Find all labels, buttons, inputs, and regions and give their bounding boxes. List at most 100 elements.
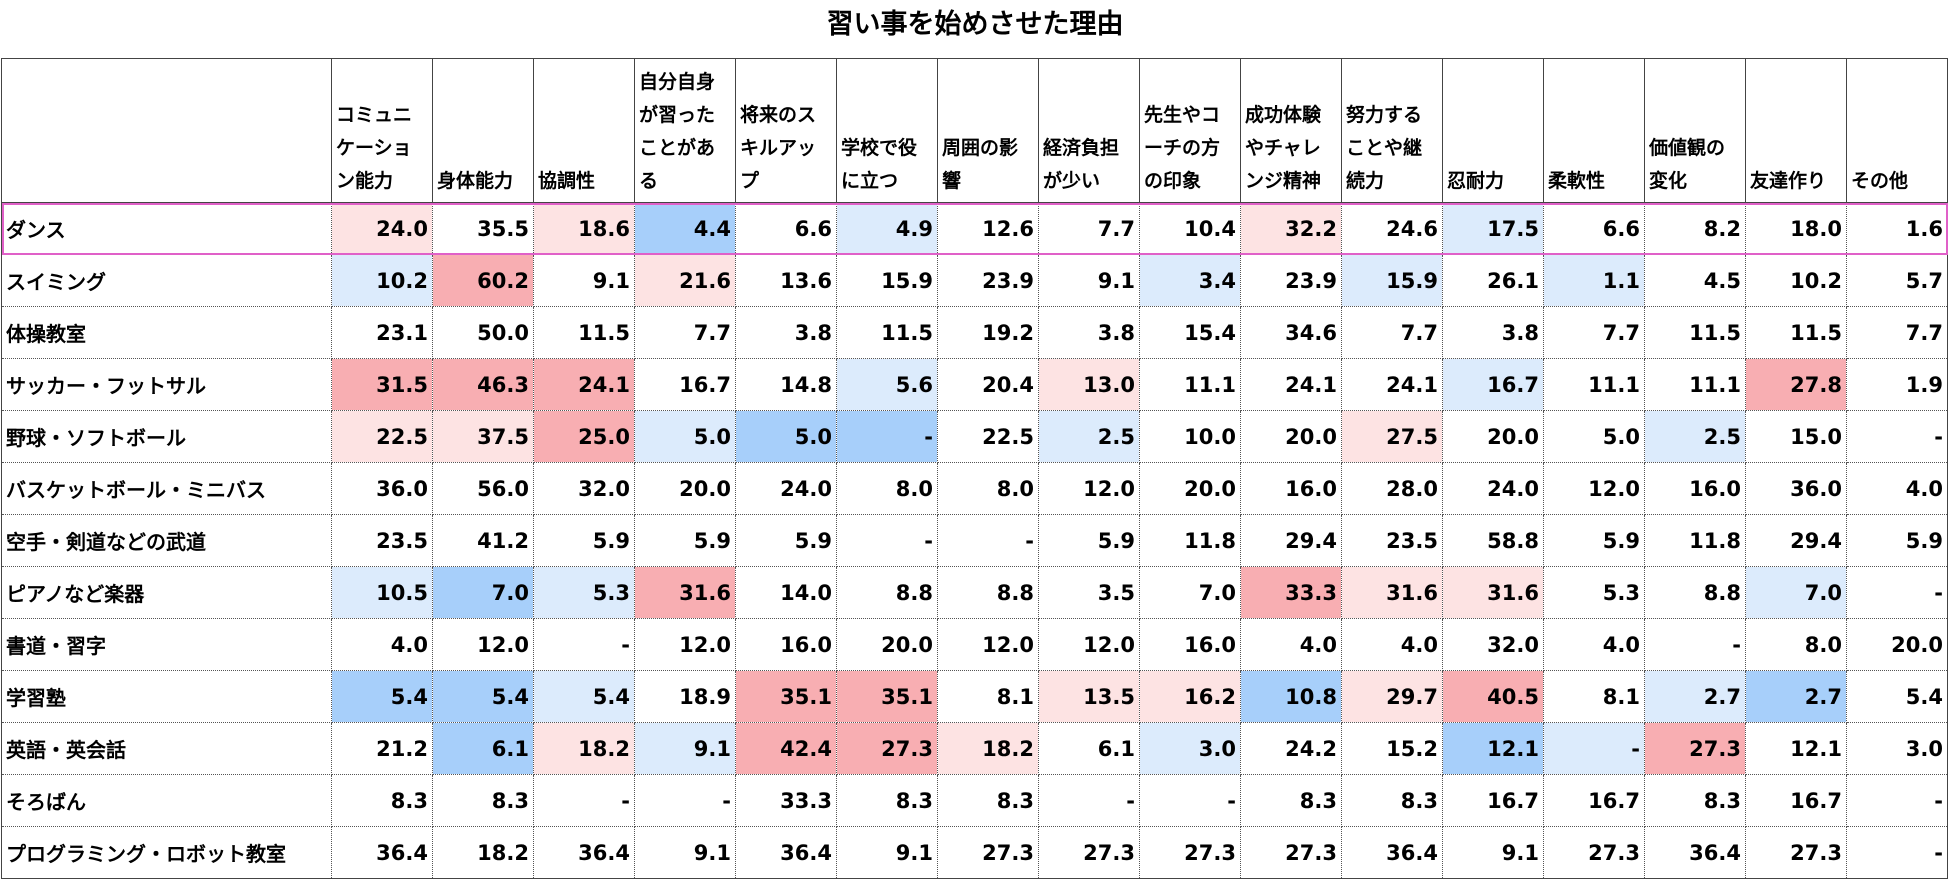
- table-cell: 4.0: [1341, 618, 1443, 671]
- column-header: 将来のスキルアップ: [735, 58, 837, 203]
- table-cell: 23.9: [937, 254, 1039, 307]
- table-cell: 37.5: [432, 410, 534, 463]
- table-cell: 17.5: [1442, 202, 1544, 255]
- table-cell: 24.6: [1341, 202, 1443, 255]
- table-cell: 24.1: [533, 358, 635, 411]
- table-cell: 22.5: [331, 410, 433, 463]
- table-cell: 11.1: [1139, 358, 1241, 411]
- table-cell: 5.9: [1543, 514, 1645, 567]
- table-cell: 1.9: [1846, 358, 1948, 411]
- table-cell: 20.0: [1846, 618, 1948, 671]
- table-cell: 3.0: [1139, 722, 1241, 775]
- row-label: 英語・英会話: [1, 722, 332, 775]
- table-cell: 7.7: [634, 306, 736, 359]
- table-cell: 5.9: [1038, 514, 1140, 567]
- table-cell: 29.4: [1745, 514, 1847, 567]
- table-cell: 9.1: [836, 826, 938, 879]
- table-cell: 4.0: [1846, 462, 1948, 515]
- table-cell: 16.0: [1644, 462, 1746, 515]
- table-cell: 23.5: [331, 514, 433, 567]
- table-cell: 9.1: [634, 722, 736, 775]
- table-cell: 27.3: [937, 826, 1039, 879]
- table-cell: 6.6: [735, 202, 837, 255]
- table-row: スイミング 10.2 60.2 9.1 21.6 13.6 15.9 23.9 9.1 3.4 23…: [1, 254, 1948, 307]
- table-cell: 12.1: [1442, 722, 1544, 775]
- row-label: 書道・習字: [1, 618, 332, 671]
- table-cell: 7.0: [432, 566, 534, 619]
- table-cell: 50.0: [432, 306, 534, 359]
- chart-title: 習い事を始めさせた理由: [826, 9, 1124, 40]
- table-cell: 15.4: [1139, 306, 1241, 359]
- row-label: 体操教室: [1, 306, 332, 359]
- table-cell: 15.0: [1745, 410, 1847, 463]
- table-cell: 11.1: [1543, 358, 1645, 411]
- table-cell: 8.2: [1644, 202, 1746, 255]
- column-header: 身体能力: [432, 58, 534, 203]
- table-cell: 16.0: [735, 618, 837, 671]
- table-cell: 3.8: [1442, 306, 1544, 359]
- table-cell: 7.0: [1139, 566, 1241, 619]
- table-cell: 12.0: [432, 618, 534, 671]
- row-label: 学習塾: [1, 670, 332, 723]
- column-header: 努力することや継続力: [1341, 58, 1443, 203]
- table-cell: 11.5: [1745, 306, 1847, 359]
- table-cell: 8.3: [937, 774, 1039, 827]
- table-cell: 9.1: [1442, 826, 1544, 879]
- table-cell: 5.4: [331, 670, 433, 723]
- table-cell: 11.5: [533, 306, 635, 359]
- table-cell: 42.4: [735, 722, 837, 775]
- table-cell: 4.5: [1644, 254, 1746, 307]
- column-header: 友達作り: [1745, 58, 1847, 203]
- table-cell: 29.4: [1240, 514, 1342, 567]
- table-cell: 56.0: [432, 462, 534, 515]
- table-row: プログラミング・ロボット教室 36.4 18.2 36.4 9.1 36.4 9.1 27.3…: [1, 826, 1948, 879]
- table-cell: 16.7: [1442, 774, 1544, 827]
- table-cell: 18.2: [432, 826, 534, 879]
- table-cell: -: [836, 514, 938, 567]
- table-cell: 6.6: [1543, 202, 1645, 255]
- table-cell: 8.3: [1341, 774, 1443, 827]
- table-cell: 33.3: [735, 774, 837, 827]
- row-label: 空手・剣道などの武道: [1, 514, 332, 567]
- table-cell: -: [1846, 826, 1948, 879]
- table-cell: 31.6: [1341, 566, 1443, 619]
- table-cell: 4.9: [836, 202, 938, 255]
- table-cell: 34.6: [1240, 306, 1342, 359]
- row-label: ダンス: [1, 202, 332, 255]
- table-cell: 4.0: [1543, 618, 1645, 671]
- table-row: ピアノなど楽器 10.5 7.0 5.3 31.6 14.0 8.8 8.8 3.5 7.0 33.…: [1, 566, 1948, 619]
- table-cell: 5.0: [634, 410, 736, 463]
- table-cell: 16.0: [1240, 462, 1342, 515]
- table-cell: -: [1038, 774, 1140, 827]
- table-cell: 12.1: [1745, 722, 1847, 775]
- table-cell: 27.3: [1745, 826, 1847, 879]
- table-cell: 5.9: [1846, 514, 1948, 567]
- row-label: スイミング: [1, 254, 332, 307]
- table-cell: 35.1: [836, 670, 938, 723]
- table-cell: 27.3: [1240, 826, 1342, 879]
- table-cell: -: [1543, 722, 1645, 775]
- table-cell: 36.0: [1745, 462, 1847, 515]
- column-header: 成功体験やチャレンジ精神: [1240, 58, 1342, 203]
- table-cell: -: [634, 774, 736, 827]
- table-cell: 36.4: [1644, 826, 1746, 879]
- table-cell: 12.6: [937, 202, 1039, 255]
- table-cell: 8.0: [836, 462, 938, 515]
- table-cell: 18.2: [937, 722, 1039, 775]
- table-row: 野球・ソフトボール 22.5 37.5 25.0 5.0 5.0-22.5 2.5 10.0 2…: [1, 410, 1948, 463]
- table-cell: 25.0: [533, 410, 635, 463]
- table-cell: 15.9: [836, 254, 938, 307]
- table-cell: 24.1: [1341, 358, 1443, 411]
- table-cell: 10.8: [1240, 670, 1342, 723]
- table-cell: 16.7: [1543, 774, 1645, 827]
- table-row: 体操教室 23.1 50.0 11.5 7.7 3.8 11.5 19.2 3.8 15.4 34.…: [1, 306, 1948, 359]
- table-cell: 26.1: [1442, 254, 1544, 307]
- table-cell: -: [1846, 774, 1948, 827]
- table-cell: 5.6: [836, 358, 938, 411]
- table-cell: 27.5: [1341, 410, 1443, 463]
- table-cell: 22.5: [937, 410, 1039, 463]
- table-cell: 4.0: [331, 618, 433, 671]
- table-cell: 20.0: [1442, 410, 1544, 463]
- header-row: コミュニケーション能力 身体能力 協調性 自分自身が習ったことがある 将来のスキルアップ…: [1, 58, 1948, 203]
- table-row: 学習塾 5.4 5.4 5.4 18.9 35.1 35.1 8.1 13.5 16.2 10.8 2…: [1, 670, 1948, 723]
